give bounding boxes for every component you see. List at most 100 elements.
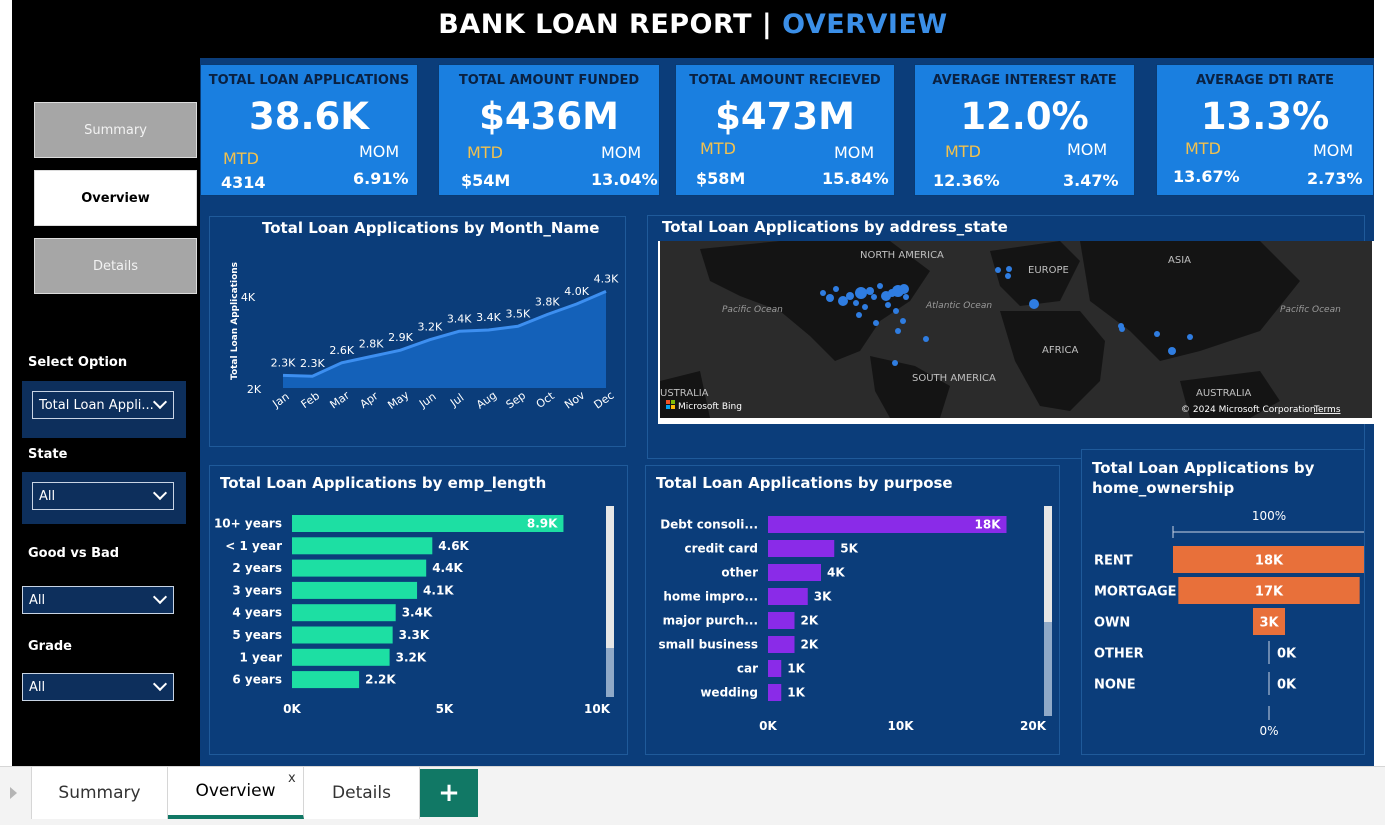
state-bubble[interactable] [892, 360, 898, 366]
state-bubble[interactable] [846, 292, 854, 300]
data-label: 3K [814, 590, 832, 604]
home-ownership-panel[interactable]: Total Loan Applications by home_ownershi… [1081, 449, 1365, 755]
add-page-button[interactable]: + [420, 769, 478, 817]
scrollbar-thumb [606, 506, 614, 648]
state-bubble[interactable] [853, 300, 859, 306]
data-label: 2.9K [388, 331, 413, 344]
kpi-mtd-value: 12.36% [933, 171, 1000, 190]
state-bubble[interactable] [820, 290, 826, 296]
nav-details-button[interactable]: Details [34, 238, 197, 294]
data-label: 4.4K [432, 561, 463, 575]
monthly-chart-title: Total Loan Applications by Month_Name [262, 219, 600, 237]
state-bubble[interactable] [1118, 323, 1124, 329]
state-bubble[interactable] [873, 320, 879, 326]
state-bubble[interactable] [1006, 266, 1012, 272]
data-label: 3.2K [417, 321, 442, 334]
map-terms-link[interactable]: Terms [1313, 405, 1341, 415]
kpi-card-total-applications[interactable]: TOTAL LOAN APPLICATIONS 38.6K MTD MOM 43… [200, 64, 418, 196]
map-label-africa: AFRICA [1042, 345, 1078, 356]
kpi-mom-label: MOM [1313, 141, 1354, 160]
funnel-bar [1173, 546, 1364, 573]
map-panel[interactable]: Total Loan Applications by address_state… [647, 215, 1374, 459]
state-bubble[interactable] [1154, 331, 1160, 337]
purpose-bar-chart: Debt consoli... 18K credit card 5K other 4K ho… [658, 506, 1052, 733]
state-bubble[interactable] [1168, 347, 1176, 355]
data-label: 5K [840, 542, 858, 556]
x-tick-label: Sep [504, 389, 528, 412]
monthly-chart-panel[interactable]: Total Loan Applications by Month_Name 2.… [209, 216, 626, 447]
kpi-card-amount-funded[interactable]: TOTAL AMOUNT FUNDED $436M MTD MOM $54M 1… [438, 64, 660, 196]
africa-shape [1000, 311, 1105, 411]
state-bubble[interactable] [893, 308, 899, 314]
nav-summary-button[interactable]: Summary [34, 102, 197, 158]
state-bubble[interactable] [866, 287, 874, 295]
category-label: RENT [1094, 554, 1133, 569]
scroll-left-arrow-icon[interactable] [10, 787, 17, 799]
data-label: 18K [975, 518, 1002, 532]
state-bubble[interactable] [877, 283, 883, 289]
grade-dropdown[interactable]: All [22, 673, 174, 701]
state-bubble[interactable] [895, 328, 901, 334]
kpi-card-amount-received[interactable]: TOTAL AMOUNT RECIEVED $473M MTD MOM $58M… [675, 64, 895, 196]
state-bubble[interactable] [838, 296, 848, 306]
kpi-mtd-value: 4314 [221, 173, 266, 192]
kpi-mtd-value: 13.67% [1173, 167, 1240, 186]
state-bubble[interactable] [923, 336, 929, 342]
state-bubble[interactable] [900, 318, 906, 324]
kpi-mtd-value: $54M [461, 171, 511, 190]
state-bubble[interactable] [826, 294, 834, 302]
state-bubble[interactable] [1187, 334, 1193, 340]
map-title: Total Loan Applications by address_state [662, 218, 1008, 236]
state-bubble[interactable] [1029, 299, 1039, 309]
kpi-mom-value: 13.04% [591, 170, 658, 189]
page-tab-bar: Summary Overview x Details + [0, 766, 1385, 825]
map-copyright: © 2024 Microsoft Corporation [1181, 405, 1316, 415]
tab-overview[interactable]: Overview [168, 767, 304, 819]
good-bad-value: All [29, 592, 46, 608]
state-bubble[interactable] [1005, 273, 1011, 279]
bing-logo-icon [666, 400, 670, 404]
report-title-accent: OVERVIEW [782, 9, 948, 40]
x-tick-label: 20K [1020, 719, 1047, 733]
state-bubble[interactable] [833, 286, 839, 292]
report-title: BANK LOAN REPORT | OVERVIEW [12, 0, 1374, 50]
kpi-value: $436M [479, 95, 619, 138]
report-header: BANK LOAN REPORT | OVERVIEW [12, 0, 1374, 58]
tab-summary[interactable]: Summary [31, 767, 168, 819]
state-bubble[interactable] [856, 312, 862, 318]
state-bubble[interactable] [995, 267, 1001, 273]
report-title-main: BANK LOAN REPORT | [438, 9, 783, 40]
state-label: State [28, 447, 68, 462]
world-map[interactable]: NORTH AMERICA EUROPE ASIA Pacific Ocean … [660, 241, 1372, 418]
state-bubble[interactable] [871, 294, 877, 300]
kpi-mtd-label: MTD [223, 149, 259, 168]
state-bubble[interactable] [862, 304, 868, 310]
state-bubble[interactable] [855, 287, 867, 299]
state-bubble[interactable] [885, 302, 891, 308]
emp-length-title: Total Loan Applications by emp_length [220, 474, 547, 492]
map-label-north-america: NORTH AMERICA [860, 250, 944, 261]
category-label: small business [658, 638, 758, 652]
chevron-down-icon [152, 485, 168, 501]
select-option-label: Select Option [28, 355, 128, 370]
good-bad-dropdown[interactable]: All [22, 586, 174, 614]
data-label: 18K [1255, 554, 1284, 569]
category-label: home impro... [663, 590, 758, 604]
emp-length-panel[interactable]: Total Loan Applications by emp_length 10… [209, 465, 628, 755]
state-bubble[interactable] [899, 284, 909, 294]
tab-details[interactable]: Details [304, 767, 420, 819]
map-label-pacific-west: Pacific Ocean [722, 305, 783, 315]
map-label-europe: EUROPE [1028, 265, 1069, 276]
kpi-card-dti-rate[interactable]: AVERAGE DTI RATE 13.3% MTD MOM 13.67% 2.… [1156, 64, 1374, 196]
nav-overview-button[interactable]: Overview [34, 170, 197, 226]
category-label: Debt consoli... [660, 518, 758, 532]
select-option-dropdown[interactable]: Total Loan Appli... [32, 391, 174, 419]
close-tab-icon[interactable]: x [288, 771, 296, 786]
state-dropdown[interactable]: All [32, 482, 174, 510]
purpose-panel[interactable]: Total Loan Applications by purpose Debt … [645, 465, 1060, 755]
state-bubble[interactable] [903, 294, 909, 300]
kpi-card-interest-rate[interactable]: AVERAGE INTEREST RATE 12.0% MTD MOM 12.3… [914, 64, 1135, 196]
data-label: 8.9K [527, 517, 558, 531]
kpi-mtd-label: MTD [945, 142, 981, 161]
